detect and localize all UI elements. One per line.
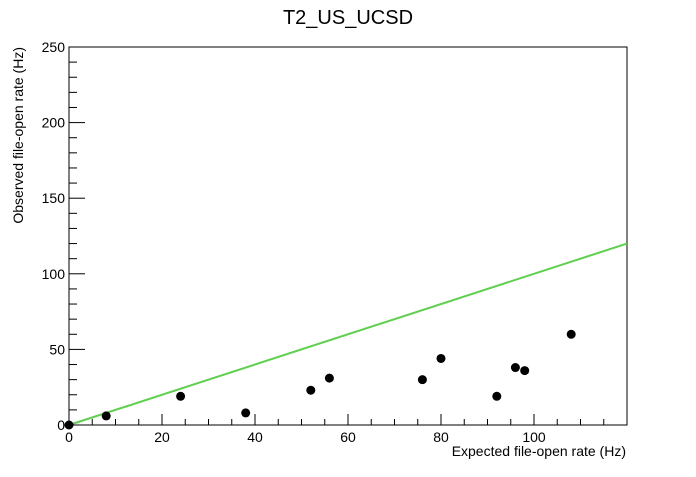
data-point (510, 363, 520, 373)
data-point (566, 329, 576, 339)
y-tick-label: 150 (42, 190, 66, 206)
x-tick-label: 0 (65, 429, 73, 445)
data-point (417, 375, 427, 385)
x-tick-label: 20 (154, 429, 170, 445)
x-tick-label: 40 (247, 429, 263, 445)
data-point (306, 385, 316, 395)
reference-line-layer (68, 242, 628, 426)
chart-title: T2_US_UCSD (283, 7, 413, 29)
data-point (324, 373, 334, 383)
y-tick-label: 200 (42, 115, 66, 131)
reference-line (68, 242, 628, 426)
x-tick-label: 60 (340, 429, 356, 445)
data-point (241, 408, 251, 418)
points-layer (64, 329, 576, 430)
y-axis-label: Observed file-open rate (Hz) (10, 47, 26, 224)
plot-frame (68, 46, 628, 426)
y-tick-label: 250 (42, 39, 66, 55)
data-point (492, 391, 502, 401)
data-point (436, 353, 446, 363)
axes: 0 20 40 60 80 100 0 50 100 150 200 250 (42, 39, 628, 445)
x-tick-label: 100 (522, 429, 546, 445)
data-point (101, 411, 111, 421)
data-point (520, 366, 530, 376)
y-tick-label: 50 (49, 341, 65, 357)
x-tick-label: 80 (433, 429, 449, 445)
y-tick-label: 0 (57, 417, 65, 433)
y-tick-label: 100 (42, 266, 66, 282)
data-point (64, 420, 74, 430)
data-point (176, 391, 186, 401)
x-axis-label: Expected file-open rate (Hz) (452, 443, 626, 459)
